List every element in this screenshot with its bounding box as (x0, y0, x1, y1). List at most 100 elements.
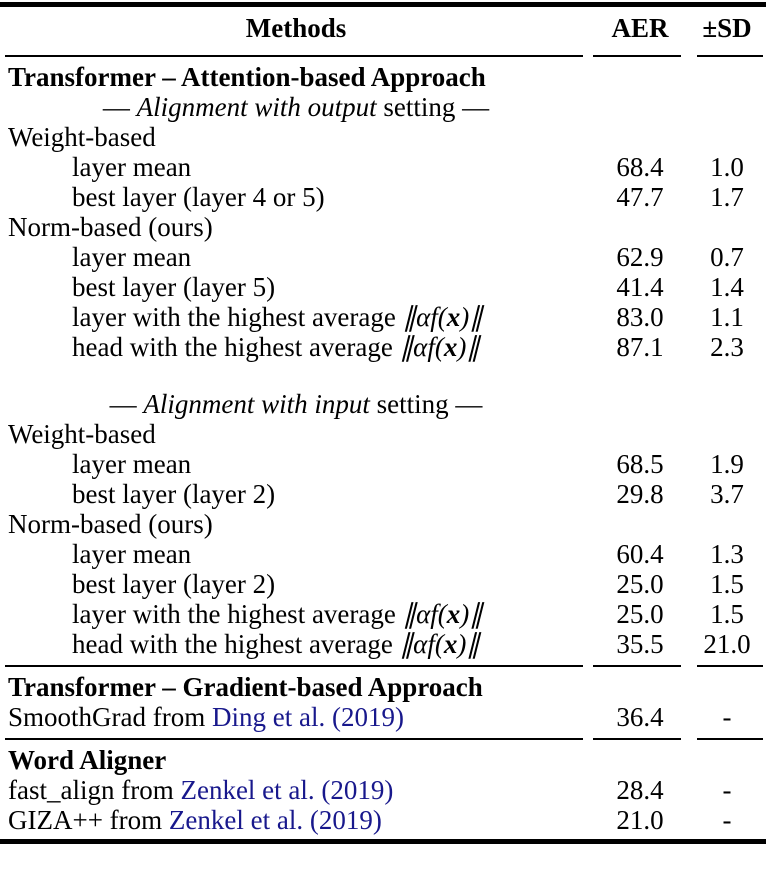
header-underline-methods (5, 54, 583, 57)
norm-expression: ∥αf( (402, 302, 447, 332)
sd-value: 0.7 (710, 242, 744, 272)
method-label-with-math: head with the highest average ∥αf(x)∥ (0, 332, 592, 362)
table-row: head with the highest average ∥αf(x)∥ 35… (0, 629, 766, 659)
setting-row: — Alignment with output setting — (0, 92, 766, 122)
method-label: best layer (layer 4 or 5) (72, 182, 325, 212)
setting-italic: Alignment with output (136, 92, 377, 122)
aer-value: 25.0 (616, 569, 664, 599)
sd-value: 1.4 (710, 272, 744, 302)
method-label-text: head with the highest average (72, 332, 400, 362)
citation-link[interactable]: Ding et al. (2019) (211, 702, 404, 732)
table-row: layer with the highest average ∥αf(x)∥ 2… (0, 599, 766, 629)
group-label: Norm-based (ours) (8, 212, 213, 242)
method-label: best layer (layer 5) (72, 272, 276, 302)
aer-value: 83.0 (616, 302, 664, 332)
sd-value: - (722, 702, 732, 732)
aer-value: 35.5 (616, 629, 664, 659)
citation-link[interactable]: Zenkel et al. (2019) (180, 775, 394, 805)
sd-value: 3.7 (710, 479, 744, 509)
table-row: layer mean 62.9 0.7 (0, 242, 766, 272)
header-methods: Methods (245, 13, 347, 43)
section-divider (0, 732, 766, 745)
aer-value: 21.0 (616, 805, 664, 835)
method-label-with-citation: fast_align from Zenkel et al. (2019) (0, 775, 592, 805)
group-label: Weight-based (8, 419, 156, 449)
sd-value: 1.0 (710, 152, 744, 182)
math-x-symbol: x (443, 332, 458, 362)
section-title: Transformer – Gradient-based Approach (8, 672, 483, 702)
math-x-symbol: x (443, 629, 458, 659)
section-divider (0, 659, 766, 672)
norm-expression-close: )∥ (460, 302, 483, 332)
sd-value: 1.9 (710, 449, 744, 479)
aer-value: 36.4 (616, 702, 664, 732)
method-label: layer mean (72, 449, 192, 479)
table-row: best layer (layer 2) 29.8 3.7 (0, 479, 766, 509)
group-row: Norm-based (ours) (0, 509, 766, 539)
divider-methods (5, 737, 583, 740)
norm-expression: ∥αf( (399, 332, 444, 362)
top-rule (0, 2, 766, 7)
math-x-symbol: x (446, 302, 461, 332)
aer-value: 25.0 (616, 599, 664, 629)
group-row: Weight-based (0, 122, 766, 152)
table-row: GIZA++ from Zenkel et al. (2019) 21.0 - (0, 805, 766, 835)
method-label-text: fast_align from (8, 775, 181, 805)
method-label: layer mean (72, 152, 192, 182)
norm-expression: ∥αf( (402, 599, 447, 629)
method-label-with-math: layer with the highest average ∥αf(x)∥ (0, 599, 592, 629)
setting-italic: Alignment with input (143, 389, 370, 419)
section-title-row: Word Aligner (0, 745, 766, 775)
divider-methods (5, 664, 583, 667)
sd-value: 1.7 (710, 182, 744, 212)
section-title-row: Transformer – Gradient-based Approach (0, 672, 766, 702)
sd-value: 1.3 (710, 539, 744, 569)
header-underline-sd (697, 54, 763, 57)
divider-sd (697, 664, 763, 667)
table-row: layer mean 68.4 1.0 (0, 152, 766, 182)
aer-value: 60.4 (616, 539, 664, 569)
table-row: best layer (layer 5) 41.4 1.4 (0, 272, 766, 302)
method-label-text: GIZA++ from (8, 805, 169, 835)
method-label-with-math: head with the highest average ∥αf(x)∥ (0, 629, 592, 659)
method-label: layer mean (72, 539, 192, 569)
norm-expression: ∥αf( (399, 629, 444, 659)
aer-value: 41.4 (616, 272, 664, 302)
sd-value: 1.5 (710, 599, 744, 629)
table-row: layer with the highest average ∥αf(x)∥ 8… (0, 302, 766, 332)
table-header-row: Methods AER ±SD (0, 7, 766, 49)
table-row: layer mean 68.5 1.9 (0, 449, 766, 479)
table-row: best layer (layer 2) 25.0 1.5 (0, 569, 766, 599)
norm-expression-close: )∥ (460, 599, 483, 629)
header-underline-aer (593, 54, 681, 57)
blank-row (0, 362, 766, 389)
table-row: best layer (layer 4 or 5) 47.7 1.7 (0, 182, 766, 212)
math-x-symbol: x (446, 599, 461, 629)
sd-value: 2.3 (710, 332, 744, 362)
section-title-row: Transformer – Attention-based Approach (0, 62, 766, 92)
method-label: best layer (layer 2) (72, 479, 276, 509)
header-aer: AER (611, 13, 669, 43)
group-row: Norm-based (ours) (0, 212, 766, 242)
table-row: layer mean 60.4 1.3 (0, 539, 766, 569)
group-row: Weight-based (0, 419, 766, 449)
citation-link[interactable]: Zenkel et al. (2019) (168, 805, 382, 835)
method-label-text: head with the highest average (72, 629, 400, 659)
method-label: best layer (layer 2) (72, 569, 276, 599)
method-label-text: layer with the highest average (72, 599, 403, 629)
aer-value: 68.4 (616, 152, 664, 182)
setting-row: — Alignment with input setting — (0, 389, 766, 419)
divider-aer (593, 664, 681, 667)
sd-value: 21.0 (703, 629, 751, 659)
setting-label: — Alignment with input setting — (0, 389, 592, 419)
aer-value: 62.9 (616, 242, 664, 272)
aer-value: 47.7 (616, 182, 664, 212)
aer-value: 87.1 (616, 332, 664, 362)
aer-value: 28.4 (616, 775, 664, 805)
sd-value: - (722, 775, 732, 805)
sd-value: 1.1 (710, 302, 744, 332)
setting-dash-left: — (109, 389, 144, 419)
header-underline (0, 49, 766, 62)
aer-value: 68.5 (616, 449, 664, 479)
